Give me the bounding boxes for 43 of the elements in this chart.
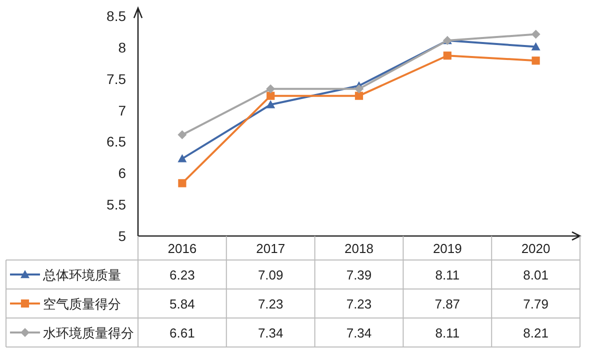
data-label: 7.34	[346, 326, 372, 340]
x-tick-label: 2020	[521, 241, 550, 256]
point	[354, 92, 364, 100]
y-tick-label: 5.5	[106, 196, 126, 213]
data-label: 8.11	[435, 268, 460, 282]
data-label: 6.23	[170, 268, 195, 282]
data-label: 6.61	[170, 326, 195, 340]
y-tick-label: 5	[118, 228, 126, 244]
point	[178, 179, 186, 188]
data-label: 7.23	[346, 296, 372, 312]
x-tick-label: 2017	[256, 241, 286, 256]
data-label: 7.23	[258, 296, 284, 312]
data-label: 8.11	[435, 326, 460, 340]
point	[266, 84, 276, 94]
y-tick-label: 8	[118, 39, 126, 56]
point	[531, 30, 540, 39]
x-tick-label: 2019	[432, 241, 462, 256]
data-label: 7.87	[434, 296, 460, 312]
point	[178, 154, 187, 162]
point	[354, 84, 364, 94]
data-label: 7.79	[523, 296, 548, 312]
y-tick-label: 6	[118, 165, 126, 182]
point	[531, 42, 540, 50]
legend-label: 空气质量得分	[43, 296, 121, 312]
x-tick-label: 2016	[168, 241, 197, 256]
y-tick-label: 8.5	[106, 8, 126, 24]
point	[443, 52, 452, 60]
x-tick-label: 2018	[344, 241, 374, 256]
point	[178, 130, 187, 140]
data-label: 7.34	[258, 326, 284, 340]
y-tick-label: 6.5	[106, 134, 126, 150]
data-label: 7.09	[258, 268, 284, 282]
y-tick-label: 7	[118, 102, 126, 118]
y-tick-label: 7.5	[106, 70, 126, 87]
point	[266, 92, 275, 100]
point	[266, 100, 276, 108]
data-label: 7.39	[346, 268, 372, 282]
data-label: 8.21	[523, 326, 548, 340]
data-label: 8.01	[523, 268, 548, 282]
legend-label: 水环境质量得分	[43, 326, 134, 340]
data-label: 5.84	[170, 296, 195, 312]
legend-label: 总体环境质量	[42, 268, 121, 282]
point	[532, 56, 540, 65]
